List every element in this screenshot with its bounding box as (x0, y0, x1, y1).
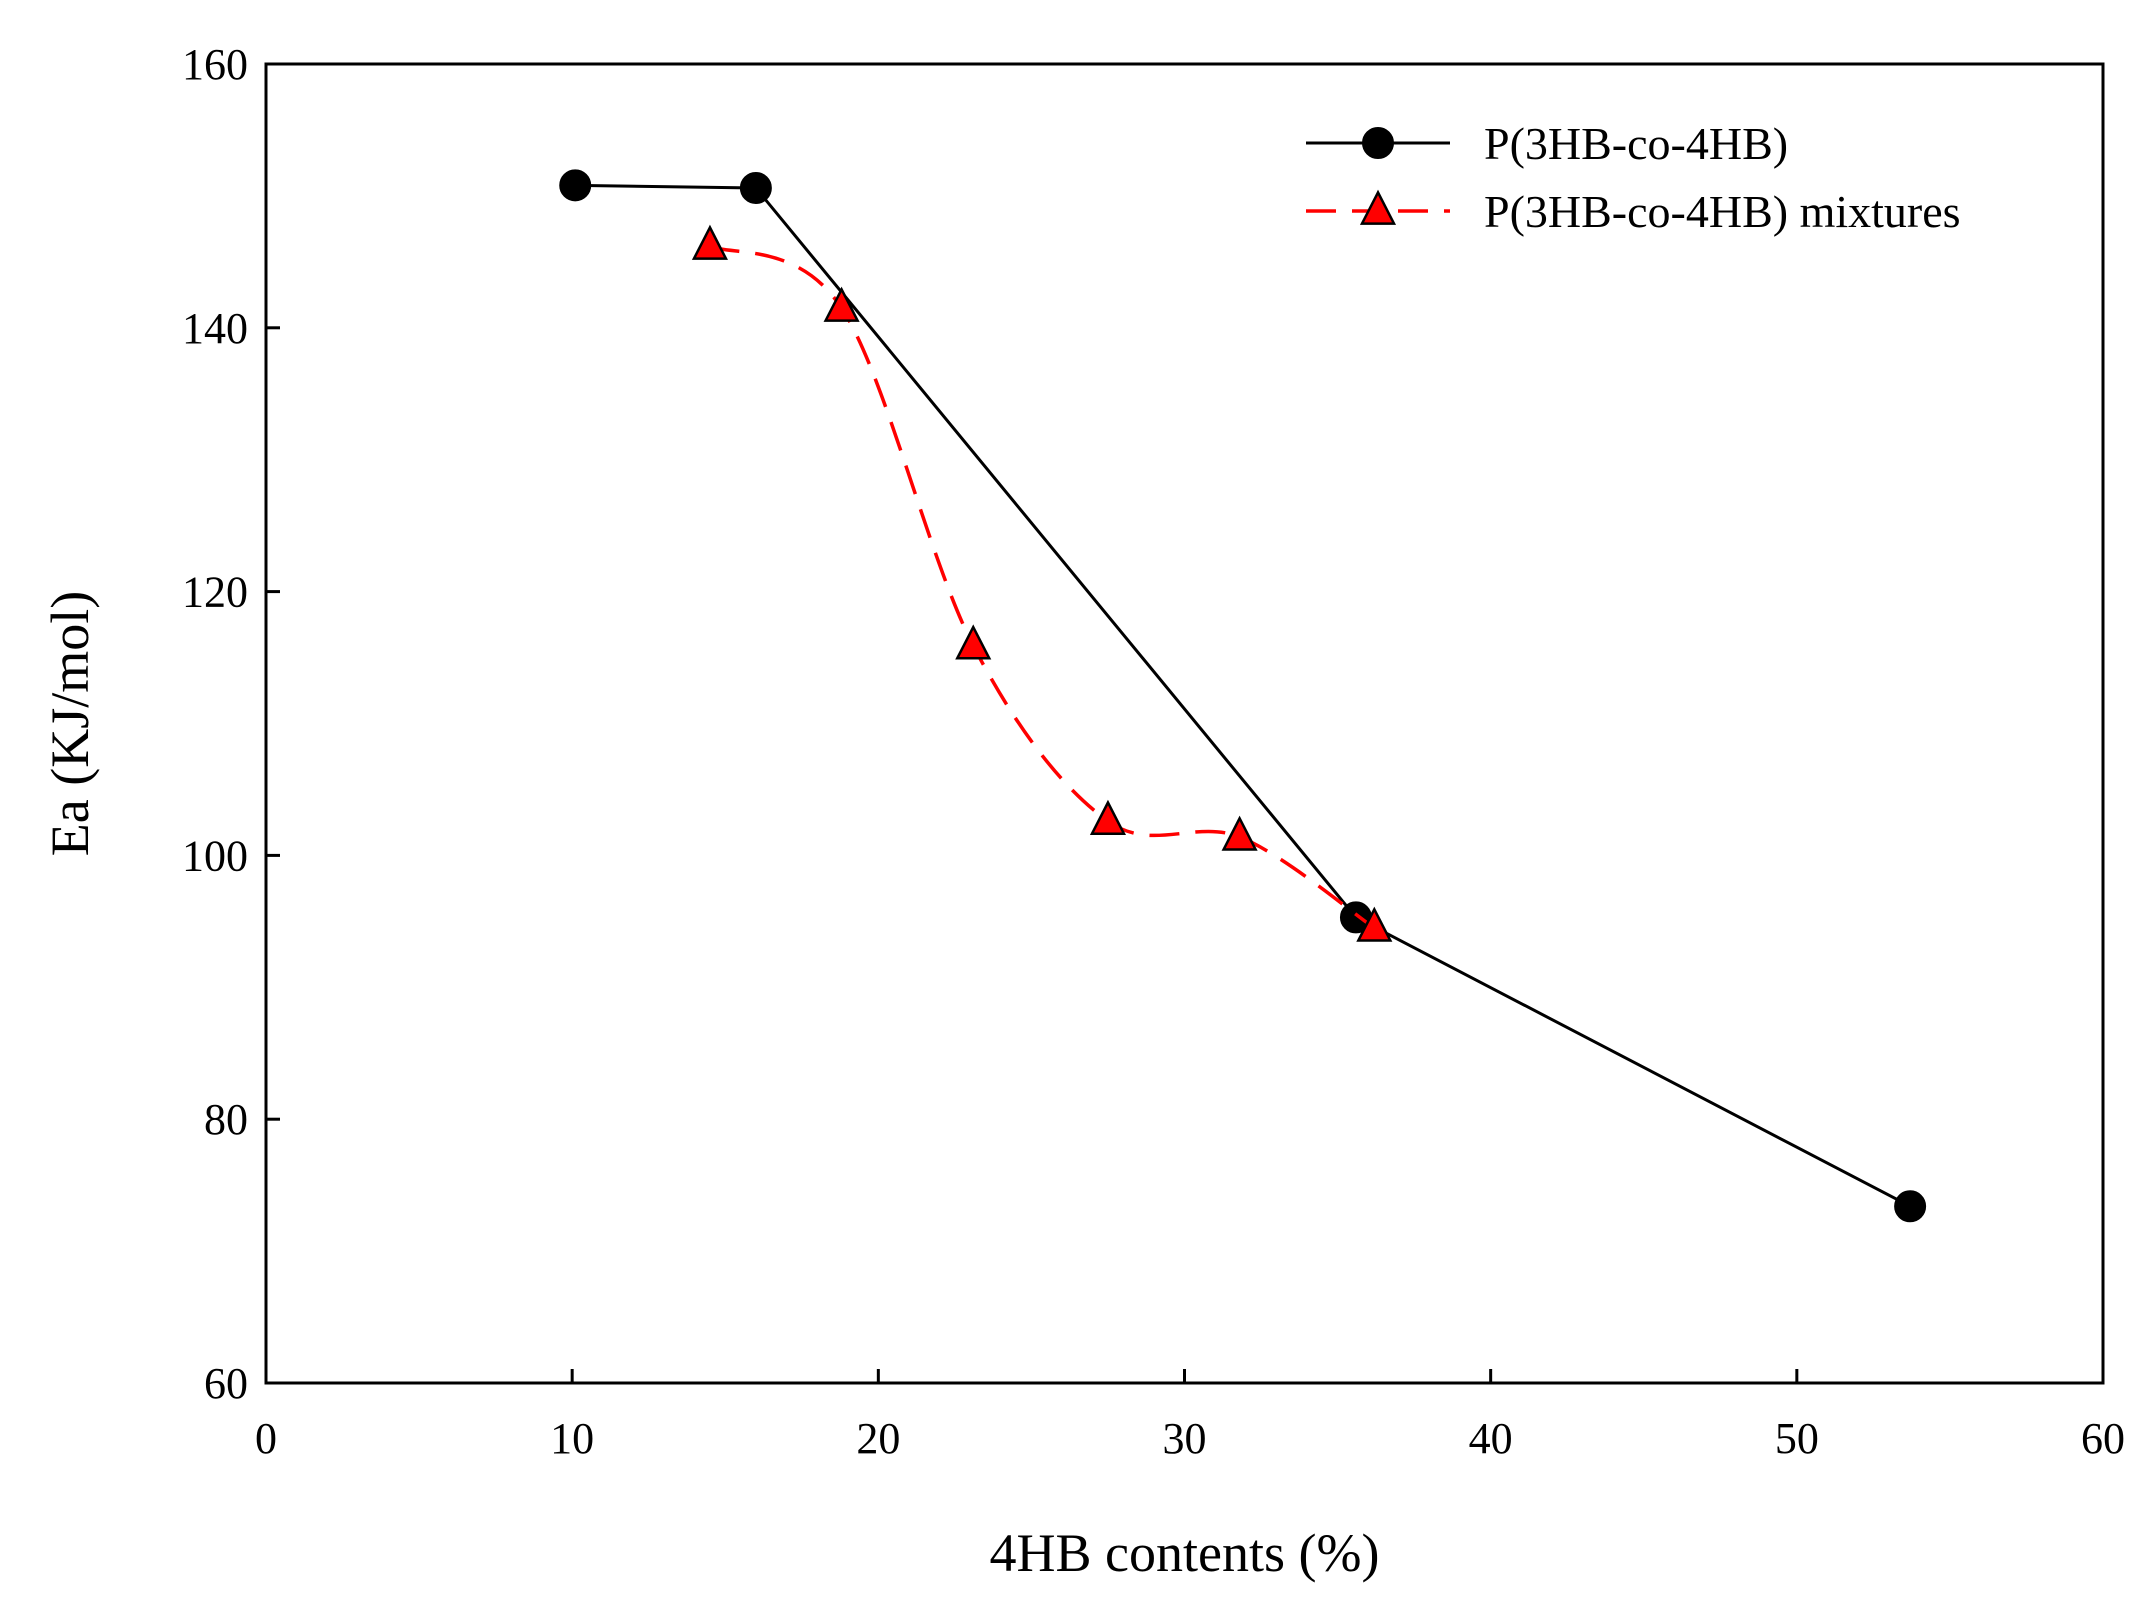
series-p3hb-co-4hb-mixtures (691, 224, 1393, 942)
y-tick-label: 120 (182, 568, 248, 617)
axis-ticks: 0 10 20 30 40 50 60 60 80 100 120 140 160 (182, 40, 2125, 1463)
series-p3hb-co-4hb (559, 169, 1927, 1223)
data-point (1089, 799, 1127, 835)
legend-marker (1359, 189, 1397, 225)
x-tick-label: 0 (255, 1414, 277, 1463)
data-point (955, 624, 992, 660)
data-point (1356, 906, 1393, 942)
y-tick-label: 80 (204, 1095, 248, 1144)
data-point (823, 286, 860, 322)
y-tick-label: 160 (182, 40, 248, 89)
legend-label: P(3HB-co-4HB) mixtures (1484, 186, 1961, 237)
series-layer (559, 169, 1927, 1223)
x-tick-label: 50 (1775, 1414, 1819, 1463)
data-point (559, 169, 592, 202)
y-tick-label: 60 (204, 1359, 248, 1408)
y-tick-label: 140 (182, 304, 248, 353)
x-axis-title: 4HB contents (%) (990, 1523, 1380, 1583)
legend-marker (1362, 127, 1394, 159)
x-tick-label: 10 (550, 1414, 594, 1463)
x-tick-label: 60 (2081, 1414, 2125, 1463)
x-tick-label: 20 (856, 1414, 900, 1463)
y-tick-label: 100 (182, 831, 248, 880)
data-point (691, 224, 728, 260)
legend-label: P(3HB-co-4HB) (1484, 118, 1788, 169)
data-point (1221, 815, 1258, 851)
y-axis-title: Ea (KJ/mol) (40, 591, 100, 856)
series-line (709, 244, 1376, 930)
legend: P(3HB-co-4HB) P(3HB-co-4HB) mixtures (1306, 118, 1961, 237)
series-line (575, 183, 1911, 1208)
data-point (739, 171, 772, 204)
x-tick-label: 30 (1163, 1414, 1207, 1463)
data-point (1894, 1190, 1927, 1223)
x-tick-label: 40 (1469, 1414, 1513, 1463)
